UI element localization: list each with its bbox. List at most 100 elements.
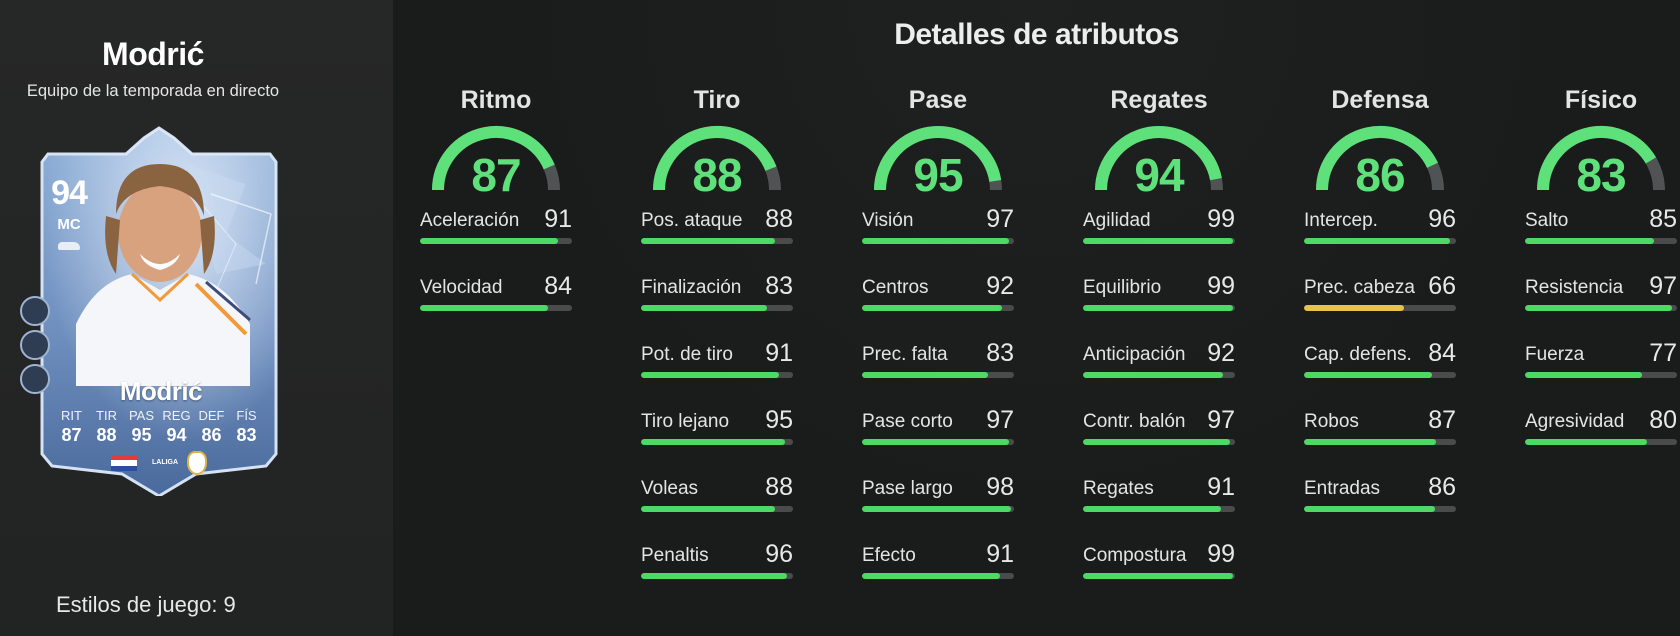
category-ritmo: Ritmo 87 Aceleración 91 Velocidad 84 [420, 86, 572, 334]
attribute-bar-fill [1083, 573, 1234, 579]
attribute-name: Intercep. [1304, 210, 1378, 231]
attribute-bar-fill [1304, 372, 1432, 378]
attribute-value: 88 [765, 473, 793, 501]
attribute-value: 96 [765, 540, 793, 568]
attribute-bar [641, 372, 793, 378]
card-badges: LALIGA [104, 450, 214, 476]
attribute-row: Intercep. 96 [1304, 200, 1456, 267]
attribute-bar-fill [862, 372, 989, 378]
attribute-bar-fill [641, 305, 768, 311]
chemistry-style-icon[interactable] [20, 296, 50, 326]
category-gauge: 95 [862, 116, 1014, 201]
attribute-name: Robos [1304, 411, 1359, 432]
attribute-name: Cap. defens. [1304, 344, 1412, 365]
attribute-row: Prec. cabeza 66 [1304, 267, 1456, 334]
attribute-bar-fill [862, 573, 1001, 579]
card-stat-rit: RIT 87 [54, 408, 89, 446]
attribute-name: Regates [1083, 478, 1154, 499]
attribute-bar [641, 439, 793, 445]
attribute-name: Agilidad [1083, 210, 1151, 231]
attribute-value: 91 [1207, 473, 1235, 501]
category-tiro: Tiro 88 Pos. ataque 88 Finalización 83 Pot. de… [641, 86, 793, 602]
card-stat-pas: PAS 95 [124, 408, 159, 446]
category-value: 87 [471, 149, 521, 201]
attribute-bar-fill [641, 439, 786, 445]
location-pin-icon[interactable] [20, 330, 50, 360]
attribute-value: 97 [1207, 406, 1235, 434]
attribute-name: Centros [862, 277, 929, 298]
attribute-bar-fill [1304, 305, 1405, 311]
attribute-row: Contr. balón 97 [1083, 401, 1235, 468]
attribute-bar-fill [1304, 238, 1450, 244]
category-value: 94 [1134, 149, 1184, 201]
attribute-bar [641, 305, 793, 311]
attribute-bar [1304, 506, 1456, 512]
attribute-bar [420, 238, 572, 244]
details-title: Detalles de atributos [894, 18, 1179, 51]
attribute-row: Compostura 99 [1083, 535, 1235, 602]
gauge-fill [1316, 126, 1438, 191]
attribute-value: 97 [986, 205, 1014, 233]
attribute-bar [1083, 506, 1235, 512]
attribute-bar [1304, 305, 1456, 311]
attribute-name: Tiro lejano [641, 411, 730, 432]
attribute-bar-fill [420, 305, 548, 311]
attribute-bar [1083, 305, 1235, 311]
attribute-row: Aceleración 91 [420, 200, 572, 267]
attribute-value: 84 [1428, 339, 1456, 367]
shield-badge-icon[interactable] [20, 364, 50, 394]
card-stat-label: RIT [61, 408, 82, 423]
category-físico: Físico 83 Salto 85 Resistencia 97 Fuerza 77 Agre… [1525, 86, 1677, 468]
attribute-bar [1525, 439, 1677, 445]
attribute-row: Pase corto 97 [862, 401, 1014, 468]
attribute-name: Resistencia [1525, 277, 1624, 298]
attribute-row: Equilibrio 99 [1083, 267, 1235, 334]
real-madrid-crest-icon [186, 451, 207, 475]
attribute-bar [862, 506, 1014, 512]
card-stats: RIT 87 TIR 88 PAS 95 REG 94 DEF 86 FÍS 83 [54, 408, 264, 446]
attribute-bar [1083, 238, 1235, 244]
attribute-bar-fill [641, 573, 787, 579]
attribute-value: 91 [544, 205, 572, 233]
category-gauge: 94 [1083, 116, 1235, 201]
play-styles-count[interactable]: Estilos de juego: 9 [56, 592, 236, 617]
attribute-bar-fill [1083, 238, 1234, 244]
card-position: MC [57, 216, 81, 233]
attribute-row: Resistencia 97 [1525, 267, 1677, 334]
attribute-bar-fill [420, 238, 559, 244]
attribute-row: Fuerza 77 [1525, 334, 1677, 401]
card-stat-fis: FÍS 83 [229, 408, 264, 446]
attribute-value: 83 [986, 339, 1014, 367]
attribute-row: Salto 85 [1525, 200, 1677, 267]
category-value: 83 [1576, 149, 1626, 201]
category-name: Pase [908, 86, 968, 114]
player-card[interactable]: 94 MC Modrić RIT 87 TIR 88 PAS 95 REG 94 DEF… [36, 124, 282, 496]
gauge-arc [653, 126, 781, 191]
attribute-row: Penaltis 96 [641, 535, 793, 602]
attribute-name: Salto [1525, 210, 1569, 231]
attribute-value: 91 [986, 540, 1014, 568]
attribute-bar [1083, 573, 1235, 579]
attribute-bar-fill [1525, 238, 1655, 244]
attribute-bar-fill [1083, 305, 1234, 311]
card-stat-value: 86 [201, 425, 222, 445]
attribute-name: Prec. falta [862, 344, 948, 365]
attribute-bar-fill [862, 506, 1011, 512]
attribute-bar [1083, 372, 1235, 378]
category-name: Defensa [1331, 86, 1429, 114]
attribute-bar [1304, 238, 1456, 244]
attribute-row: Pos. ataque 88 [641, 200, 793, 267]
attribute-bar-fill [862, 439, 1010, 445]
attribute-bar-fill [641, 506, 775, 512]
category-value: 86 [1355, 149, 1405, 201]
category-name: Ritmo [460, 86, 532, 114]
attribute-row: Velocidad 84 [420, 267, 572, 334]
attribute-value: 97 [1649, 272, 1677, 300]
attribute-name: Finalización [641, 277, 742, 298]
attribute-value: 84 [544, 272, 572, 300]
category-name: Físico [1564, 86, 1638, 114]
player-subtitle: Equipo de la temporada en directo [26, 82, 280, 100]
card-side-icons [20, 296, 50, 398]
attribute-row: Entradas 86 [1304, 468, 1456, 535]
card-stat-label: PAS [128, 408, 155, 423]
